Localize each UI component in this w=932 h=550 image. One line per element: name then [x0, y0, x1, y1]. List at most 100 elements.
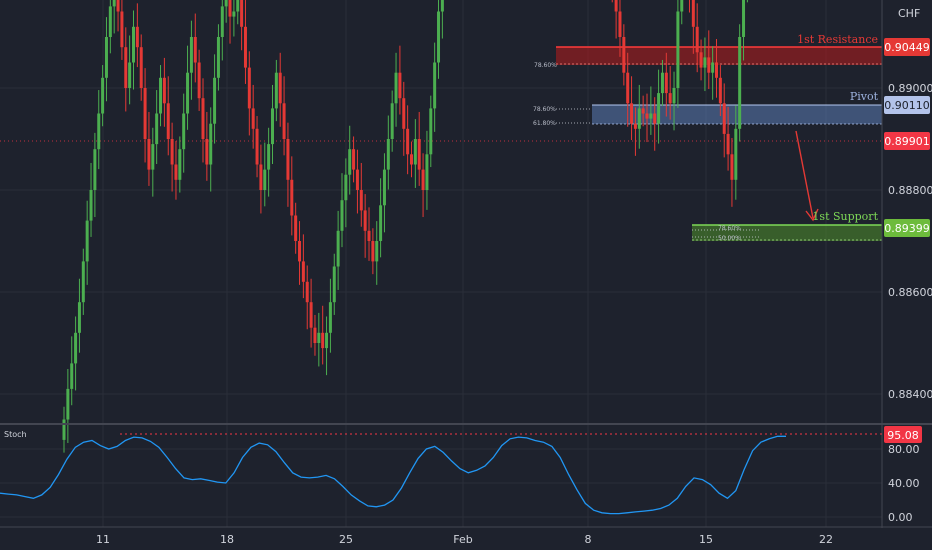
- candle-body: [618, 11, 622, 37]
- projection-arrow-head: [805, 208, 819, 222]
- candle-body: [328, 302, 332, 333]
- pivot-price-tag: 0.90110: [884, 96, 930, 114]
- candle-body: [193, 37, 197, 63]
- candle-body: [317, 332, 321, 343]
- time-tick-label: 11: [96, 533, 110, 546]
- candle-body: [101, 77, 105, 114]
- candle-body: [336, 230, 340, 267]
- candle-body: [722, 103, 726, 134]
- stoch-axis: 80.00 40.00 0.00: [888, 443, 920, 524]
- support-label: 1st Support: [812, 210, 878, 223]
- candle-body: [182, 113, 186, 150]
- price-tick-label: 0.88600: [888, 286, 932, 299]
- support-zone: [692, 225, 882, 241]
- candle-body: [676, 11, 680, 88]
- candle-body: [128, 62, 132, 88]
- candle-body: [267, 144, 271, 170]
- candle-body: [263, 169, 267, 190]
- candle-body: [143, 88, 147, 139]
- candle-body: [653, 113, 657, 124]
- candle-body: [664, 72, 668, 94]
- price-axis: 0.906000.904000.902000.900000.898000.896…: [888, 82, 932, 401]
- candle-body: [359, 190, 363, 211]
- fib-label: 78.60%: [718, 225, 741, 232]
- candle-body: [367, 230, 371, 241]
- candle-body: [228, 0, 232, 17]
- candle-body: [672, 88, 676, 104]
- candle-body: [89, 190, 93, 221]
- candle-body: [425, 154, 429, 190]
- candle-body: [224, 0, 228, 7]
- candle-body: [174, 164, 178, 180]
- candle-body: [332, 266, 336, 303]
- candle-body: [680, 0, 684, 12]
- candle-body: [371, 241, 375, 262]
- stoch-tick-label: 0.00: [888, 511, 913, 524]
- candle-body: [309, 302, 313, 328]
- candle-body: [626, 72, 630, 104]
- candle-body: [715, 62, 719, 78]
- candle-body: [112, 0, 116, 7]
- candle-body: [402, 98, 406, 129]
- candle-body: [131, 26, 135, 63]
- resistance-zone: [556, 47, 882, 65]
- candle-body: [189, 37, 193, 73]
- candle-body: [74, 332, 78, 364]
- candle-body: [421, 169, 425, 190]
- candle-body: [201, 98, 205, 139]
- candle-body: [433, 62, 437, 109]
- fib-label: 78.60%: [533, 106, 556, 113]
- candle-body: [375, 241, 379, 262]
- candle-body: [355, 169, 359, 190]
- svg-text:0.89901: 0.89901: [884, 135, 930, 148]
- candle-body: [649, 113, 653, 119]
- candle-body: [93, 149, 97, 190]
- grid-lines: [0, 0, 882, 527]
- candle-body: [120, 11, 124, 48]
- candle-body: [738, 37, 742, 129]
- candle-body: [313, 327, 317, 343]
- candle-body: [282, 103, 286, 139]
- candle-body: [409, 154, 413, 165]
- candle-body: [614, 0, 618, 12]
- candle-body: [691, 0, 695, 27]
- candle-body: [236, 0, 240, 12]
- candle-body: [641, 108, 645, 114]
- candle-body: [440, 0, 444, 12]
- candle-body: [247, 67, 251, 109]
- resistance-price-tag: 0.90449: [884, 38, 930, 56]
- candle-body: [286, 139, 290, 180]
- candle-body: [382, 169, 386, 206]
- candle-body: [170, 139, 174, 165]
- candle-body: [197, 62, 201, 99]
- candle-body: [251, 108, 255, 129]
- fib-label: 78.60%: [534, 62, 557, 69]
- candles: [62, 0, 748, 453]
- candle-body: [363, 210, 367, 231]
- candle-body: [668, 93, 672, 104]
- candle-body: [695, 26, 699, 53]
- candle-body: [352, 149, 356, 170]
- candle-body: [734, 128, 738, 180]
- candle-body: [116, 0, 120, 12]
- candle-body: [62, 419, 66, 440]
- stoch-tick-label: 40.00: [888, 477, 920, 490]
- candle-body: [162, 77, 166, 104]
- candle-body: [220, 6, 224, 38]
- time-axis: 11 18 25 Feb 8 15 22: [96, 533, 833, 546]
- stoch-value-tag: 95.08: [884, 426, 922, 443]
- candle-body: [232, 11, 236, 17]
- resistance-label: 1st Resistance: [797, 33, 878, 46]
- stoch-title: Stoch: [4, 430, 27, 439]
- candle-body: [66, 388, 70, 420]
- candle-body: [97, 113, 101, 150]
- candle-body: [730, 154, 734, 180]
- time-tick-label: 25: [339, 533, 353, 546]
- candle-body: [278, 72, 282, 104]
- candle-body: [85, 220, 89, 262]
- candle-body: [348, 149, 352, 175]
- candle-body: [707, 57, 711, 73]
- pivot-label: Pivot: [850, 90, 879, 103]
